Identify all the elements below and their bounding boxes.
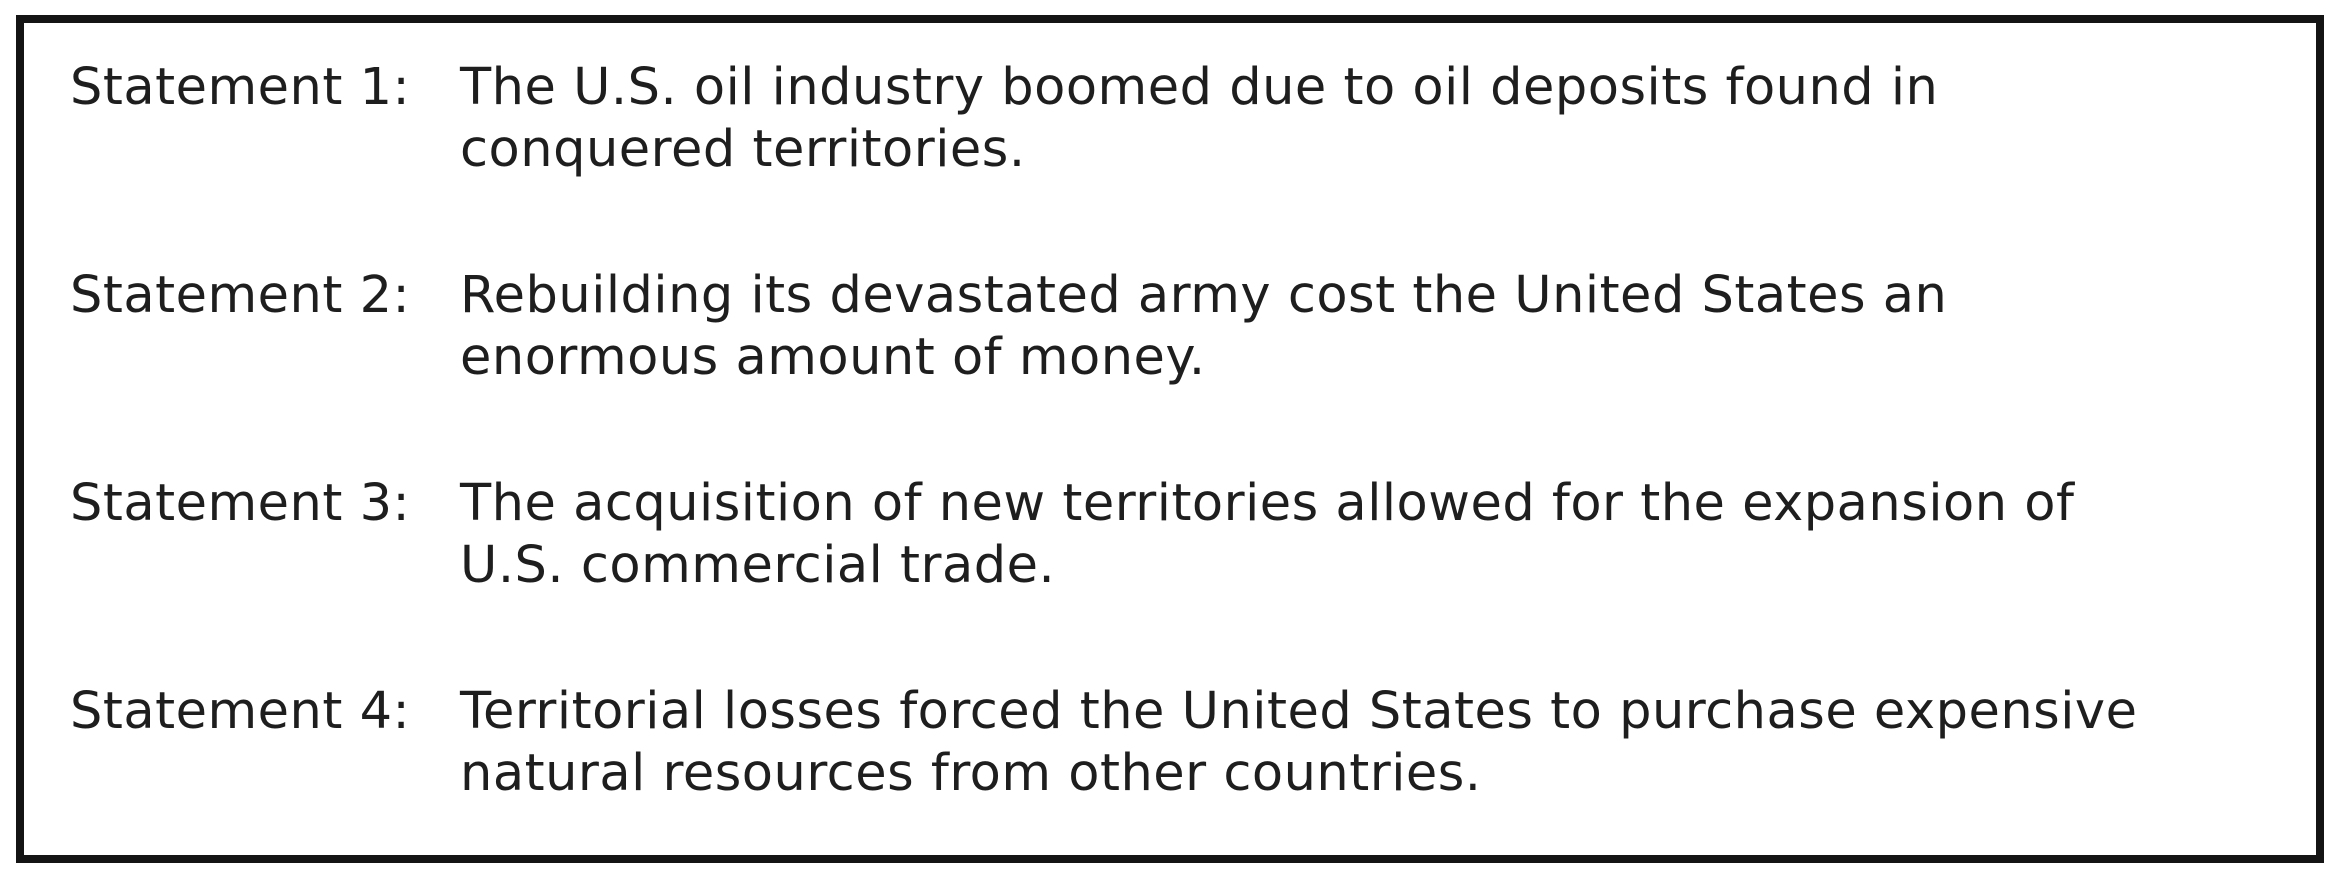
statement-3-line-2: U.S. commercial trade. [460, 536, 1056, 595]
statement-1-line-1: The U.S. oil industry boomed due to oil … [460, 58, 1939, 117]
statement-2-label: Statement 2: [70, 266, 411, 325]
statement-4-label: Statement 4: [70, 682, 411, 741]
statement-4-text: Territorial losses forced the United Sta… [460, 681, 2286, 805]
statement-row-3: Statement 3: The acquisition of new terr… [70, 473, 2286, 597]
statement-3-label: Statement 3: [70, 474, 411, 533]
statement-3-line-1: The acquisition of new territories allow… [460, 474, 2075, 533]
statement-1-label: Statement 1: [70, 58, 411, 117]
statements-panel: Statement 1: The U.S. oil industry boome… [16, 15, 2324, 863]
statement-1-line-2: conquered territories. [460, 120, 1026, 179]
statement-1-text: The U.S. oil industry boomed due to oil … [460, 57, 2286, 181]
statement-row-2: Statement 2: Rebuilding its devastated a… [70, 265, 2286, 389]
statement-4-line-2: natural resources from other countries. [460, 744, 1482, 803]
statement-4-line-1: Territorial losses forced the United Sta… [460, 682, 2138, 741]
statement-2-line-2: enormous amount of money. [460, 328, 1206, 387]
statement-2-line-1: Rebuilding its devastated army cost the … [460, 266, 1948, 325]
statement-2-text: Rebuilding its devastated army cost the … [460, 265, 2286, 389]
statement-3-text: The acquisition of new territories allow… [460, 473, 2286, 597]
statement-row-1: Statement 1: The U.S. oil industry boome… [70, 57, 2286, 181]
statement-row-4: Statement 4: Territorial losses forced t… [70, 681, 2286, 805]
